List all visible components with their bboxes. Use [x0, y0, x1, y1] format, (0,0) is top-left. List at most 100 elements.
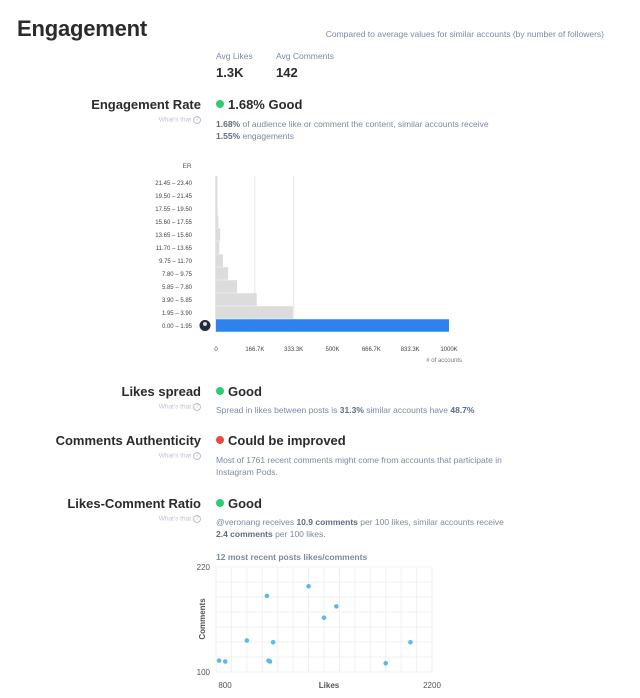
question-icon: ?	[193, 452, 201, 460]
er-x-tick-label: 1000K	[440, 347, 457, 353]
ls-desc-mid: similar accounts have	[363, 405, 451, 415]
scatter-y-tick-label: 220	[197, 563, 211, 572]
er-category-label: 19.50 – 21.45	[155, 194, 192, 200]
scatter-point	[244, 638, 250, 643]
engagement-rate-desc: 1.68% of audience like or comment the co…	[216, 118, 511, 142]
scatter-point	[270, 639, 276, 645]
ls-similar-value: 48.7%	[450, 405, 475, 415]
er-desc-end: engagements	[240, 131, 294, 141]
er-histogram-chart: ER 21.45 – 23.40 19.50 – 21.45 17.55 – 19.5…	[155, 163, 462, 364]
lcr-desc-end: per 100 likes.	[272, 529, 326, 539]
scatter-point	[222, 659, 228, 664]
scatter-point	[334, 604, 339, 609]
compare-note: Compared to average values for similar a…	[325, 29, 604, 39]
scatter-title: 12 most recent posts likes/comments	[216, 552, 368, 562]
er-own-value: 1.68%	[216, 119, 241, 129]
comments-authenticity-desc: Most of 1761 recent comments might come …	[216, 455, 502, 477]
likes-spread-value: Good	[216, 384, 262, 399]
er-bar	[216, 215, 219, 228]
er-category-label: 1.95 – 3.90	[162, 311, 193, 317]
likes-spread-status: Good	[228, 384, 262, 399]
account-avatar-face	[203, 322, 207, 326]
likes-spread-desc: Spread in likes between posts is 31.3% s…	[216, 404, 516, 416]
avg-comments: Avg Comments 142	[276, 51, 334, 80]
scatter-point	[266, 658, 271, 663]
whats-that-text: What's that	[158, 403, 191, 411]
ls-own-value: 31.3%	[339, 405, 364, 415]
er-y-axis-title: ER	[182, 163, 191, 170]
er-desc-mid: of audience like or comment the content,…	[240, 119, 489, 129]
er-x-tick-label: 666.7K	[362, 347, 381, 353]
avg-comments-value: 142	[276, 65, 298, 80]
comments-authenticity-whats-that[interactable]: What's that?	[159, 452, 201, 460]
er-histogram-svg: ER 21.45 – 23.40 19.50 – 21.45 17.55 – 19.5…	[155, 163, 462, 364]
ls-desc-start: Spread in likes between posts is	[216, 405, 340, 415]
likes-comment-ratio-desc: @veronang receives 10.9 comments per 100…	[216, 516, 506, 540]
er-x-axis-title: # of accounts	[426, 358, 462, 364]
er-category-label: 11.70 – 13.65	[156, 246, 193, 252]
question-icon: ?	[193, 403, 201, 411]
er-x-tick-label: 833.3K	[401, 347, 420, 353]
er-bar	[216, 319, 449, 332]
scatter-point	[264, 593, 270, 599]
question-icon: ?	[193, 515, 201, 523]
lcr-own-value: 10.9 comments	[296, 517, 358, 527]
er-category-label: 15.60 – 17.55	[155, 220, 192, 226]
comments-authenticity-status: Could be improved	[228, 433, 346, 448]
scatter-point	[216, 658, 222, 663]
er-category-label: 5.85 – 7.80	[162, 285, 193, 291]
likes-spread-whats-that[interactable]: What's that?	[159, 403, 201, 411]
comments-authenticity-label: Comments Authenticity	[55, 433, 201, 448]
scatter-point	[383, 660, 389, 666]
er-category-label: 17.55 – 19.50	[155, 207, 192, 213]
er-category-label: 0.00 – 1.95	[162, 324, 193, 330]
likes-comment-ratio-value: Good	[216, 496, 262, 511]
er-x-tick-label: 500K	[325, 347, 339, 353]
likes-spread-label: Likes spread	[121, 384, 202, 399]
scatter-point	[267, 659, 273, 664]
er-bar	[216, 241, 220, 254]
status-dot-icon	[216, 387, 224, 395]
scatter-x-tick-label: 800	[218, 681, 232, 690]
avg-likes-label: Avg Likes	[216, 51, 253, 61]
er-x-tick-label: 0	[214, 347, 218, 353]
scatter-point	[306, 583, 311, 589]
er-category-label: 13.65 – 15.60	[155, 233, 192, 239]
er-bar	[216, 267, 229, 280]
whats-that-text: What's that	[158, 116, 191, 124]
whats-that-text: What's that	[158, 452, 191, 460]
engagement-rate-value: 1.68% Good	[216, 97, 302, 112]
er-category-label: 9.75 – 11.70	[159, 259, 193, 265]
whats-that-text: What's that	[158, 515, 191, 523]
er-bar	[216, 306, 293, 319]
likes-comment-ratio-label: Likes-Comment Ratio	[67, 496, 201, 511]
status-dot-icon	[216, 436, 224, 444]
comments-authenticity-value: Could be improved	[216, 433, 346, 448]
avg-likes: Avg Likes 1.3K	[216, 51, 253, 80]
avg-comments-label: Avg Comments	[276, 51, 334, 61]
scatter-x-tick-label: 2200	[423, 681, 441, 690]
engagement-rate-label: Engagement Rate	[91, 97, 201, 112]
er-similar-value: 1.55%	[216, 131, 241, 141]
scatter-x-axis-title: Likes	[319, 681, 340, 690]
er-bar	[216, 202, 218, 215]
engagement-rate-whats-that[interactable]: What's that?	[159, 116, 201, 124]
likes-comment-ratio-whats-that[interactable]: What's that?	[159, 515, 201, 523]
er-bar	[216, 228, 221, 241]
er-bar	[216, 254, 223, 267]
er-bar	[216, 280, 237, 293]
lcr-similar-value: 2.4 comments	[216, 529, 273, 539]
avg-likes-value: 1.3K	[216, 65, 244, 80]
er-category-label: 7.80 – 9.75	[162, 272, 193, 278]
lcr-desc-start: @veronang receives	[216, 517, 297, 527]
scatter-y-axis-title: Comments	[198, 598, 207, 640]
status-dot-icon	[216, 499, 224, 507]
er-category-label: 21.45 – 23.40	[155, 181, 192, 187]
question-icon: ?	[193, 116, 201, 124]
scatter-point	[408, 639, 413, 645]
er-bar	[216, 293, 257, 306]
er-x-tick-label: 166.7K	[245, 347, 264, 353]
er-category-label: 3.90 – 5.85	[162, 298, 193, 304]
lcr-desc-mid: per 100 likes, similar accounts receive	[357, 517, 504, 527]
status-dot-icon	[216, 100, 224, 108]
